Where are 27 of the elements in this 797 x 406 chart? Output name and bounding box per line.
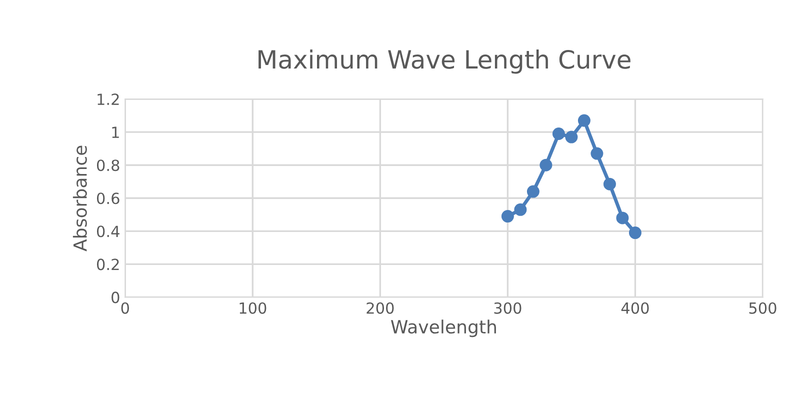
y-tick-label: 1 (112, 126, 119, 138)
chart-title: Maximum Wave Length Curve (258, 50, 630, 74)
y-axis-title: Absorbance (72, 146, 87, 252)
y-tick-label: 0.4 (96, 226, 120, 238)
point (552, 127, 565, 140)
x-axis-title: Wavelength (390, 320, 496, 338)
point (514, 203, 527, 216)
y-tick-label: 0.2 (96, 258, 119, 270)
point (578, 114, 590, 127)
x-tick-label: 200 (366, 302, 394, 314)
x-tick-label: 300 (494, 302, 522, 314)
y-tick-label: 0.8 (96, 160, 120, 172)
point (590, 147, 604, 160)
point (526, 185, 540, 198)
point (540, 158, 552, 172)
x-tick-label: 500 (749, 302, 776, 314)
point (628, 226, 642, 240)
y-tick-label: 1.2 (98, 94, 119, 105)
x-tick-label: 100 (240, 302, 266, 314)
point (501, 210, 514, 223)
y-tick-label: 0 (112, 292, 120, 304)
point (565, 130, 578, 144)
point (616, 212, 629, 224)
point (603, 178, 616, 190)
x-tick-label: 0 (121, 302, 129, 314)
x-tick-label: 400 (621, 302, 649, 314)
y-tick-label: 0.6 (96, 192, 120, 204)
